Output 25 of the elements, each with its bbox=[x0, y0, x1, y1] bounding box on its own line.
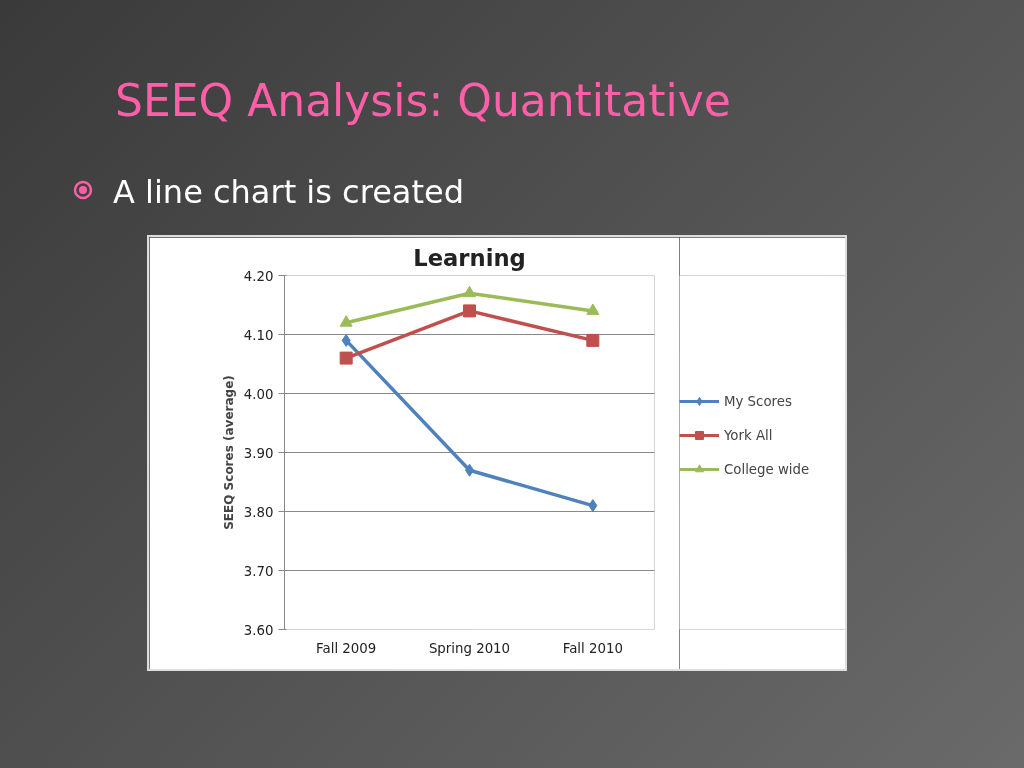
point bbox=[463, 304, 476, 318]
y-tick-label: 3.80 bbox=[243, 504, 274, 520]
chart-subtitle: SEEQ Analysis: Quantitative bbox=[115, 74, 731, 128]
text: A line chart is created bbox=[113, 172, 464, 213]
chart-title: Learning bbox=[413, 244, 526, 271]
y-tick-label: 4.20 bbox=[243, 268, 274, 284]
legend-label: College wide bbox=[724, 461, 810, 477]
point bbox=[341, 333, 351, 347]
legend-label: York All bbox=[724, 427, 773, 443]
y-tick-label: 4.10 bbox=[243, 327, 274, 343]
point bbox=[339, 315, 353, 327]
point bbox=[339, 351, 353, 365]
x-tick-label: Fall 2009 bbox=[316, 640, 377, 656]
point bbox=[588, 499, 598, 513]
y-tick-label: 4.00 bbox=[243, 386, 274, 402]
y-tick-label: 3.60 bbox=[243, 622, 274, 638]
y-axis-title: SEEQ Scores (average) bbox=[221, 375, 236, 530]
x-tick-label: Fall 2010 bbox=[562, 640, 623, 656]
y-tick-label: 3.90 bbox=[243, 445, 274, 461]
legend-label: My Scores bbox=[724, 393, 792, 409]
point bbox=[586, 333, 600, 347]
point bbox=[463, 285, 476, 298]
x-tick-label: Spring 2010 bbox=[428, 640, 511, 656]
y-tick-label: 3.70 bbox=[243, 563, 274, 579]
point bbox=[586, 303, 600, 315]
